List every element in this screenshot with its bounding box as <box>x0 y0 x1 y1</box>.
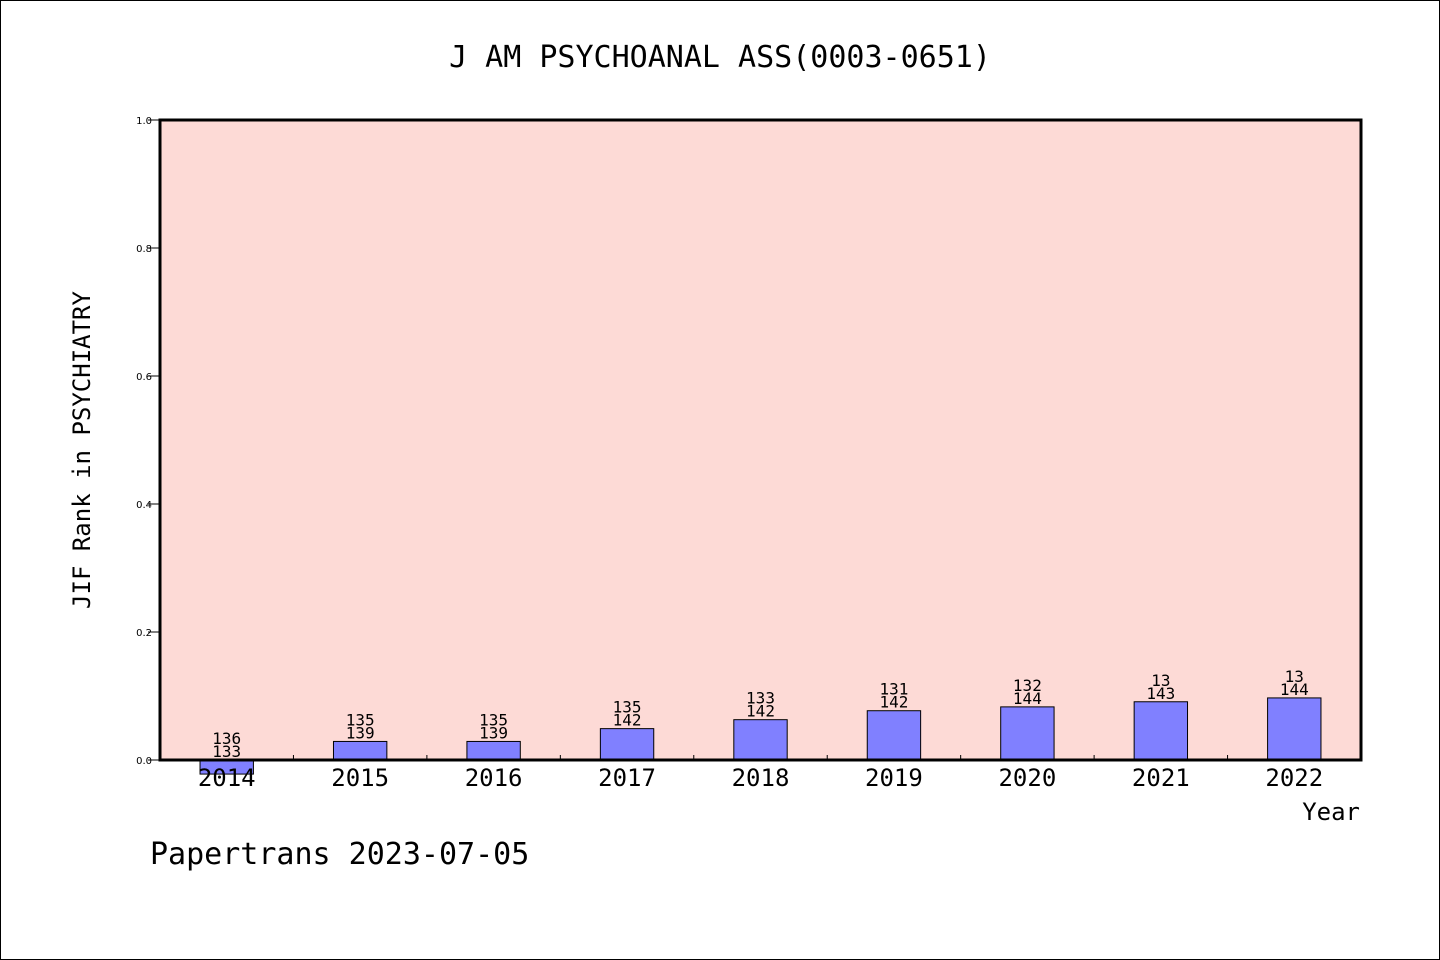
data-label-bottom-2018: 142 <box>746 702 775 721</box>
bars-group <box>199 697 1322 775</box>
x-axis-label: Year <box>1302 798 1360 826</box>
x-tick-label-2020: 2020 <box>998 764 1056 792</box>
x-tick-label-2022: 2022 <box>1265 764 1323 792</box>
bar-2017 <box>599 728 655 761</box>
data-label-top-2019: 131 <box>879 680 908 699</box>
x-tick-label-2015: 2015 <box>331 764 389 792</box>
data-label-top-2021: 13 <box>1151 671 1170 690</box>
x-tick-label-2019: 2019 <box>865 764 923 792</box>
bar-2018 <box>733 719 788 761</box>
data-label-bottom-2014: 133 <box>212 742 241 761</box>
data-label-top-2017: 135 <box>613 698 642 717</box>
data-label-top-2016: 135 <box>479 710 508 729</box>
data-label-bottom-2022: 144 <box>1280 680 1309 699</box>
bar-2015 <box>332 740 388 761</box>
y-axis-label: JIF Rank in PSYCHIATRY <box>68 291 96 609</box>
bar-2019 <box>866 710 922 761</box>
chart-title: J AM PSYCHOANAL ASS(0003-0651) <box>449 40 991 75</box>
data-label-bottom-2019: 142 <box>879 693 908 712</box>
y-tick-label: 0.2 <box>136 628 152 639</box>
y-tick-label: 0.0 <box>136 756 152 767</box>
y-tick-label: 0.4 <box>136 500 152 511</box>
bar-2021 <box>1133 701 1189 761</box>
data-label-bottom-2017: 142 <box>613 711 642 730</box>
data-label-bottom-2016: 139 <box>479 723 508 742</box>
data-label-top-2020: 132 <box>1013 676 1042 695</box>
footer-credit: Papertrans 2023-07-05 <box>150 837 529 872</box>
x-tick-label-2021: 2021 <box>1132 764 1190 792</box>
data-label-top-2015: 135 <box>346 710 375 729</box>
data-label-bottom-2020: 144 <box>1013 689 1042 708</box>
data-label-top-2014: 136 <box>212 729 241 748</box>
data-label-top-2018: 133 <box>746 689 775 708</box>
bar-2016 <box>466 740 521 761</box>
y-axis: 0.0 0.2 0.4 0.6 0.8 1.0 <box>136 116 160 767</box>
plot-area <box>160 120 1361 760</box>
x-tick-label-2014: 2014 <box>198 764 256 792</box>
data-label-top-2022: 13 <box>1285 667 1304 686</box>
x-tick-label-2017: 2017 <box>598 764 656 792</box>
data-label-bottom-2021: 143 <box>1146 684 1175 703</box>
x-axis: 2014 2015 2016 2017 2018 2019 2020 2021 2022 <box>198 755 1323 792</box>
plot-border <box>158 118 1363 762</box>
y-tick-label: 0.6 <box>136 372 152 383</box>
data-label-bottom-2015: 139 <box>346 723 375 742</box>
bar-2020 <box>1000 706 1055 761</box>
x-tick-label-2018: 2018 <box>732 764 790 792</box>
y-tick-label: 1.0 <box>136 116 152 127</box>
bar-2022 <box>1267 697 1322 761</box>
x-tick-label-2016: 2016 <box>465 764 523 792</box>
y-tick-label: 0.8 <box>136 244 152 255</box>
